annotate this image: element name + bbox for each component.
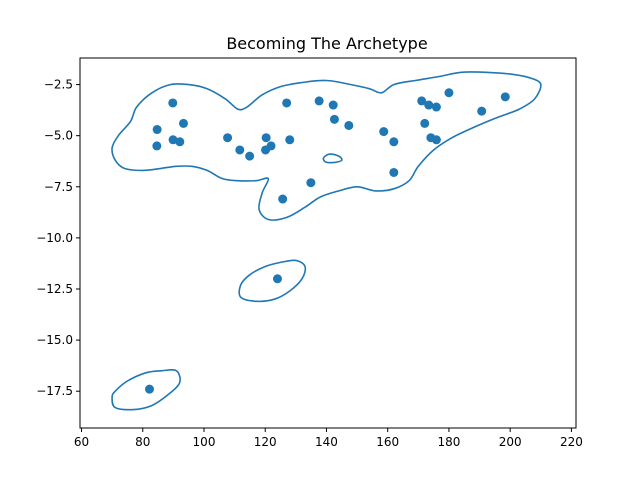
scatter-point	[328, 100, 338, 110]
x-tick-label: 160	[376, 435, 399, 449]
scatter-point	[282, 98, 292, 108]
scatter-point	[178, 118, 188, 128]
density-contour	[322, 153, 343, 164]
x-tick-label: 120	[254, 435, 277, 449]
scatter-point	[344, 120, 354, 130]
scatter-point	[145, 384, 155, 394]
x-tick-label: 220	[560, 435, 583, 449]
scatter-point	[389, 137, 399, 147]
scatter-point	[420, 118, 430, 128]
y-axis: −2.5 −5.0 −7.5 −10.0 −12.5 −15.0 −17.5	[36, 78, 80, 398]
scatter-point	[168, 98, 178, 108]
y-tick-label: −2.5	[44, 78, 73, 92]
y-tick-label: −5.0	[44, 129, 73, 143]
scatter-points	[145, 88, 510, 394]
x-tick-label: 80	[135, 435, 150, 449]
scatter-point	[500, 92, 510, 102]
scatter-point	[314, 96, 324, 106]
scatter-point	[417, 96, 427, 106]
scatter-point	[223, 133, 233, 143]
y-tick-label: −15.0	[36, 333, 73, 347]
scatter-point	[175, 137, 185, 147]
chart-title: Becoming The Archetype	[226, 34, 427, 53]
scatter-point	[379, 127, 389, 137]
x-tick-label: 100	[193, 435, 216, 449]
scatter-point	[431, 135, 441, 145]
density-contour	[111, 368, 181, 411]
y-tick-label: −7.5	[44, 180, 73, 194]
scatter-point	[152, 125, 162, 135]
y-tick-label: −10.0	[36, 231, 73, 245]
scatter-point	[285, 135, 295, 145]
scatter-point	[278, 194, 288, 204]
x-tick-label: 140	[315, 435, 338, 449]
x-tick-label: 180	[437, 435, 460, 449]
scatter-point	[424, 100, 434, 110]
scatter-point	[152, 141, 162, 151]
scatter-point	[266, 141, 276, 151]
scatter-point	[245, 151, 255, 161]
scatter-point	[306, 178, 316, 188]
y-tick-label: −12.5	[36, 282, 73, 296]
scatter-point	[431, 102, 441, 112]
scatter-point	[329, 114, 339, 124]
x-axis: 60 80 100 120 140 160 180 200 220	[74, 428, 583, 449]
density-contour	[238, 259, 307, 303]
scatter-point	[477, 106, 487, 116]
density-contours	[111, 71, 542, 411]
scatter-point	[444, 88, 454, 98]
scatter-point	[272, 274, 282, 284]
density-contour	[111, 71, 542, 221]
x-tick-label: 200	[499, 435, 522, 449]
scatter-point	[261, 133, 271, 143]
scatter-point	[235, 145, 245, 155]
x-tick-label: 60	[74, 435, 89, 449]
plot-area-frame	[79, 57, 577, 429]
y-tick-label: −17.5	[36, 384, 73, 398]
scatter-point	[389, 167, 399, 177]
